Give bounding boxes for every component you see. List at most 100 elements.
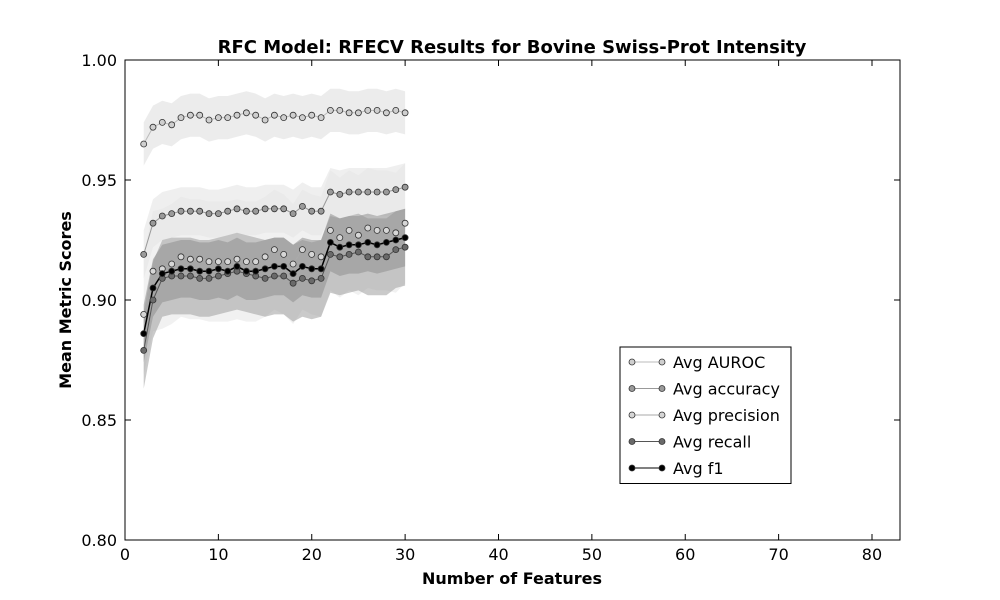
point-avg-accuracy — [177, 207, 185, 215]
point-avg-auroc — [252, 111, 260, 119]
point-avg-precision — [177, 253, 185, 261]
series-markers — [140, 107, 409, 354]
point-avg-precision — [326, 226, 334, 234]
point-avg-recall — [214, 272, 222, 280]
point-avg-f1 — [289, 270, 297, 278]
point-avg-recall — [196, 274, 204, 282]
legend-marker-avg-recall — [658, 438, 666, 445]
point-avg-accuracy — [252, 207, 260, 215]
point-avg-recall — [289, 279, 297, 287]
legend-marker-avg-auroc — [658, 358, 666, 366]
point-avg-f1 — [140, 330, 148, 338]
point-avg-accuracy — [354, 188, 362, 196]
point-avg-auroc — [326, 107, 334, 114]
point-avg-precision — [280, 250, 288, 258]
point-avg-auroc — [280, 114, 288, 121]
point-avg-auroc — [270, 111, 278, 119]
point-avg-accuracy — [168, 210, 176, 218]
point-avg-f1 — [336, 243, 344, 251]
point-avg-precision — [168, 260, 176, 268]
point-avg-f1 — [186, 265, 194, 273]
point-avg-f1 — [196, 267, 204, 275]
point-avg-precision — [382, 226, 390, 234]
point-avg-f1 — [158, 270, 166, 278]
point-avg-accuracy — [392, 186, 400, 194]
point-avg-auroc — [364, 107, 372, 114]
point-avg-f1 — [392, 236, 400, 244]
point-avg-accuracy — [298, 202, 306, 210]
point-avg-accuracy — [205, 210, 213, 218]
point-avg-recall — [140, 346, 148, 354]
point-avg-accuracy — [242, 207, 250, 215]
point-avg-f1 — [317, 265, 325, 273]
point-avg-recall — [149, 296, 157, 304]
point-avg-accuracy — [270, 205, 278, 213]
legend-label-avg-precision: Avg precision — [673, 406, 780, 425]
point-avg-auroc — [392, 107, 400, 114]
y-tick-label: 0.85 — [81, 411, 117, 430]
point-avg-auroc — [196, 111, 204, 119]
legend-marker-avg-precision — [628, 411, 636, 419]
y-tick-label: 0.80 — [81, 531, 117, 550]
point-avg-auroc — [224, 114, 232, 121]
point-avg-accuracy — [158, 212, 166, 220]
point-avg-precision — [308, 250, 316, 258]
point-avg-accuracy — [382, 188, 390, 196]
point-avg-precision — [233, 255, 241, 263]
legend-label-avg-accuracy: Avg accuracy — [673, 380, 780, 399]
y-tick-label: 0.95 — [81, 171, 117, 190]
point-avg-f1 — [224, 267, 232, 275]
point-avg-precision — [354, 231, 362, 239]
point-avg-recall — [298, 274, 306, 282]
point-avg-accuracy — [140, 250, 148, 258]
point-avg-f1 — [261, 265, 269, 273]
point-avg-recall — [317, 274, 325, 282]
point-avg-auroc — [401, 109, 409, 117]
point-avg-precision — [401, 219, 409, 227]
x-tick-label: 20 — [302, 545, 322, 564]
point-avg-auroc — [177, 114, 185, 121]
point-avg-accuracy — [289, 210, 297, 218]
point-avg-precision — [186, 255, 194, 263]
x-tick-label: 80 — [862, 545, 882, 564]
point-avg-auroc — [233, 111, 241, 119]
point-avg-auroc — [168, 121, 176, 129]
x-tick-label: 50 — [582, 545, 602, 564]
legend-marker-avg-f1 — [628, 464, 636, 472]
point-avg-f1 — [364, 238, 372, 246]
legend-label-avg-recall: Avg recall — [673, 433, 751, 452]
point-avg-precision — [392, 229, 400, 237]
point-avg-auroc — [336, 107, 344, 114]
point-avg-auroc — [242, 109, 250, 117]
point-avg-recall — [186, 272, 194, 280]
point-avg-accuracy — [308, 207, 316, 215]
point-avg-precision — [224, 258, 232, 266]
point-avg-f1 — [382, 238, 390, 246]
point-avg-accuracy — [336, 190, 344, 198]
point-avg-recall — [270, 272, 278, 280]
point-avg-auroc — [149, 123, 157, 131]
point-avg-recall — [177, 272, 185, 280]
point-avg-f1 — [205, 267, 213, 275]
point-avg-recall — [401, 243, 409, 251]
point-avg-accuracy — [186, 207, 194, 215]
point-avg-auroc — [261, 116, 269, 124]
x-tick-label: 70 — [768, 545, 788, 564]
point-avg-precision — [149, 267, 157, 275]
point-avg-accuracy — [280, 205, 288, 213]
point-avg-precision — [270, 246, 278, 254]
point-avg-recall — [261, 274, 269, 282]
point-avg-precision — [373, 226, 381, 234]
point-avg-f1 — [233, 262, 241, 270]
point-avg-f1 — [326, 238, 334, 246]
point-avg-precision — [345, 226, 353, 234]
legend: Avg AUROC Avg accuracy Avg precision Avg re… — [619, 346, 792, 484]
point-avg-precision — [336, 234, 344, 242]
legend-label-avg-f1: Avg f1 — [673, 459, 724, 478]
point-avg-precision — [196, 255, 204, 263]
point-avg-f1 — [308, 265, 316, 273]
point-avg-recall — [345, 250, 353, 258]
y-tick-label: 0.90 — [81, 291, 117, 310]
x-tick-label: 40 — [488, 545, 508, 564]
point-avg-f1 — [242, 267, 250, 275]
